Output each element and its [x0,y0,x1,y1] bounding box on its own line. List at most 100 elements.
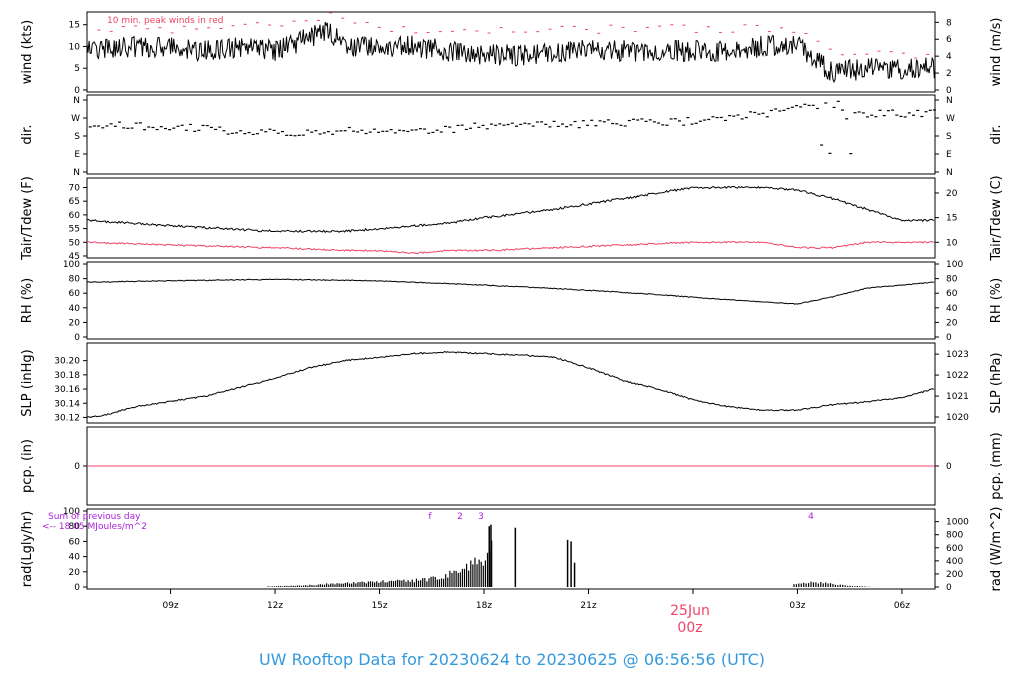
sun-marker-2: 2 [457,512,463,522]
ylabel-right-precip: pcp. (mm) [989,432,1004,499]
tick-label-right-radiation: 0 [946,583,952,593]
tick-label-left-temperature: 60 [69,211,81,221]
tick-label-right-slp: 1021 [946,392,969,402]
date-label: 25Jun [670,603,710,619]
panel-frame-radiation [86,508,936,590]
tick-label-right-radiation: 400 [946,557,963,567]
tick-label-left-wind: 15 [69,21,80,31]
tick-label-right-radiation: 800 [946,531,963,541]
tick-label-right-direction: E [946,150,952,160]
x-tick-label: 15z [371,601,387,611]
tick-label-left-temperature: 50 [69,238,81,248]
ylabel-left-wind: wind (kts) [20,20,35,84]
tick-label-right-temperature: 10 [946,238,958,248]
sum-previous-day: Sum of previous day [48,512,141,522]
tick-label-left-temperature: 55 [69,225,80,235]
tick-label-right-radiation: 600 [946,544,963,554]
series-wind-speed [86,21,935,84]
ylabel-right-wind: wind (m/s) [989,18,1004,87]
tick-label-left-precip: 0 [74,462,80,472]
tick-label-left-radiation: 20 [69,568,81,578]
tick-label-right-slp: 1020 [946,413,969,423]
tick-label-left-slp: 30.14 [54,399,80,409]
tick-label-left-direction: S [74,132,80,142]
panel-frame-direction [86,94,936,175]
tick-label-right-direction: S [946,132,952,142]
x-tick-label: 03z [789,601,805,611]
ylabel-left-slp: SLP (inHg) [20,349,35,417]
tick-label-right-rh: 80 [946,275,958,285]
tick-label-left-temperature: 65 [69,197,80,207]
tick-label-left-radiation: 80 [69,522,81,532]
tick-label-right-wind: 6 [946,35,952,45]
tick-label-right-radiation: 200 [946,570,963,580]
series-tdew [86,240,935,255]
time-axis: 09z 12z 15z 18z 21z 03z 06z [162,589,910,611]
ylabel-left-rh: RH (%) [20,278,35,323]
sun-marker-3: 3 [478,512,484,522]
tick-label-right-slp: 1022 [946,371,969,381]
series-tair [86,185,935,234]
tick-label-left-rh: 80 [69,275,81,285]
ylabel-right-rh: RH (%) [989,278,1004,323]
tick-label-right-rh: 100 [946,260,963,270]
ylabel-right-radiation: rad (W/m^2) [989,507,1004,592]
ylabel-left-precip: pcp. (in) [20,439,35,493]
tick-label-left-radiation: 100 [63,507,80,517]
tick-label-right-slp: 1023 [946,350,969,360]
tick-label-right-rh: 0 [946,333,952,343]
panels-layer: wind (kts) wind (m/s) 0 5 10 15 0 2 4 6 8 dir. dir. N… [20,11,1004,593]
tick-label-right-direction: W [946,114,955,124]
ylabel-left-radiation: rad(Lgly/hr) [20,511,35,587]
panel-frame-wind [86,11,936,93]
tick-label-left-direction: W [71,114,80,124]
tick-label-left-radiation: 40 [69,553,81,563]
x-tick-label: 18z [476,601,492,611]
page-title: UW Rooftop Data for 20230624 to 20230625… [259,650,765,669]
tick-label-left-temperature: 70 [69,183,81,193]
tick-label-right-wind: 2 [946,69,952,79]
x-tick-label: 12z [267,601,283,611]
series-slp [86,351,935,418]
tick-label-left-wind: 10 [69,42,81,52]
tick-label-right-rh: 40 [946,304,958,314]
tick-label-left-rh: 100 [63,260,80,270]
tick-label-right-temperature: 15 [946,214,957,224]
tick-label-left-rh: 40 [69,304,81,314]
panel-frame-rh [86,261,936,340]
sun-marker-f: f [428,512,432,522]
tick-label-left-radiation: 60 [69,537,81,547]
tick-label-right-wind: 4 [946,52,952,62]
tick-label-left-wind: 5 [74,64,80,74]
tick-label-left-wind: 0 [74,86,80,96]
ylabel-left-temperature: Tair/Tdew (F) [20,176,35,261]
tick-label-right-wind: 8 [946,18,952,28]
tick-label-right-wind: 0 [946,86,952,96]
tick-label-right-radiation: 1000 [946,518,969,528]
tick-label-left-rh: 0 [74,333,80,343]
tick-label-right-temperature: 20 [946,189,958,199]
tick-label-right-direction: N [946,168,953,178]
tick-label-right-direction: N [946,96,953,106]
tick-label-left-slp: 30.16 [54,385,80,395]
peak-note: 10 min. peak winds in red [107,16,224,26]
tick-label-right-rh: 20 [946,318,958,328]
tick-label-left-direction: N [73,168,80,178]
ylabel-right-direction: dir. [989,124,1004,144]
ylabel-right-temperature: Tair/Tdew (C) [989,175,1004,261]
x-tick-label: 06z [894,601,910,611]
tick-label-left-rh: 20 [69,318,81,328]
tick-label-left-slp: 30.18 [54,371,80,381]
ylabel-left-direction: dir. [20,124,35,144]
ylabel-right-slp: SLP (hPa) [989,352,1004,413]
tick-label-right-precip: 0 [946,462,952,472]
x-tick-label: 21z [580,601,596,611]
tick-label-left-direction: E [74,150,80,160]
tick-label-left-slp: 30.12 [54,413,80,423]
sum-previous-value: <-- 18.05 MJoules/m^2 [42,522,147,532]
panel-frame-slp [86,342,936,424]
tick-label-left-rh: 60 [69,289,81,299]
x-tick-label: 09z [162,601,178,611]
sun-marker-4: 4 [808,512,814,522]
